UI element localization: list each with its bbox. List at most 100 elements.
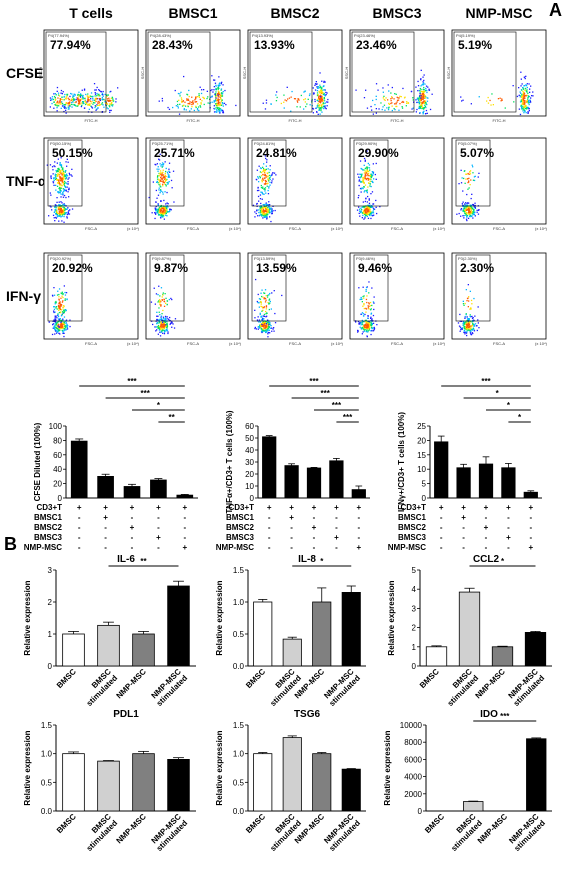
- table-sign: -: [268, 513, 271, 522]
- event-dot: [224, 90, 225, 91]
- y-tick-label: 20: [245, 470, 254, 479]
- event-dot: [523, 85, 524, 86]
- event-dot: [272, 328, 273, 329]
- event-dot: [391, 96, 392, 97]
- event-dot: [75, 105, 76, 106]
- event-dot: [418, 85, 419, 86]
- event-dot: [297, 102, 298, 103]
- event-dot: [105, 94, 106, 95]
- event-dot: [92, 99, 93, 100]
- event-dot: [261, 303, 262, 304]
- event-dot: [372, 175, 373, 176]
- event-dot: [263, 326, 264, 327]
- event-dot: [216, 104, 217, 105]
- event-dot: [262, 171, 263, 172]
- event-dot: [419, 102, 420, 103]
- event-dot: [257, 176, 258, 177]
- event-dot: [322, 92, 323, 93]
- event-dot: [370, 174, 371, 175]
- table-sign: -: [507, 513, 510, 522]
- event-dot: [74, 102, 75, 103]
- event-dot: [361, 328, 362, 329]
- event-dot: [58, 305, 59, 306]
- event-dot: [60, 301, 61, 302]
- event-dot: [408, 102, 409, 103]
- event-dot: [105, 101, 106, 102]
- event-dot: [95, 95, 96, 96]
- event-dot: [258, 178, 259, 179]
- event-dot: [58, 326, 59, 327]
- event-dot: [323, 106, 324, 107]
- event-dot: [68, 212, 69, 213]
- event-dot: [287, 98, 288, 99]
- event-dot: [357, 174, 358, 175]
- event-dot: [162, 167, 163, 168]
- event-dot: [359, 209, 360, 210]
- event-dot: [64, 177, 65, 178]
- event-dot: [384, 105, 385, 106]
- event-dot: [263, 194, 264, 195]
- event-dot: [156, 190, 157, 191]
- event-dot: [55, 204, 56, 205]
- table-sign: +: [506, 503, 511, 512]
- event-dot: [521, 100, 522, 101]
- event-dot: [420, 95, 421, 96]
- event-dot: [521, 90, 522, 91]
- event-dot: [197, 96, 198, 97]
- event-dot: [69, 326, 70, 327]
- bar: [459, 592, 479, 666]
- event-dot: [424, 105, 425, 106]
- event-dot: [159, 295, 160, 296]
- axis-unit: (x 10⁴): [127, 226, 140, 231]
- event-dot: [374, 104, 375, 105]
- y-tick-label: 1.0: [233, 598, 245, 607]
- event-dot: [158, 334, 159, 335]
- event-dot: [61, 173, 62, 174]
- event-dot: [159, 181, 160, 182]
- event-dot: [62, 211, 63, 212]
- table-sign: +: [156, 503, 161, 512]
- event-dot: [460, 216, 461, 217]
- axis-unit: (x 10⁴): [229, 341, 242, 346]
- event-dot: [259, 176, 260, 177]
- event-dot: [427, 113, 428, 114]
- event-dot: [69, 104, 70, 105]
- event-dot: [58, 308, 59, 309]
- event-dot: [161, 332, 162, 333]
- event-dot: [265, 327, 266, 328]
- event-dot: [71, 174, 72, 175]
- event-dot: [62, 293, 63, 294]
- event-dot: [56, 212, 57, 213]
- event-dot: [465, 183, 466, 184]
- event-dot: [362, 306, 363, 307]
- event-dot: [258, 294, 259, 295]
- event-dot: [56, 170, 57, 171]
- event-dot: [419, 97, 420, 98]
- event-dot: [464, 326, 465, 327]
- event-dot: [464, 208, 465, 209]
- event-dot: [167, 333, 168, 334]
- x-tick-label-line: BMSC: [423, 812, 446, 835]
- event-dot: [67, 187, 68, 188]
- event-dot: [463, 305, 464, 306]
- event-dot: [156, 329, 157, 330]
- event-dot: [360, 212, 361, 213]
- x-axis-label: FSC-A: [187, 226, 199, 231]
- event-dot: [305, 101, 306, 102]
- event-dot: [527, 93, 528, 94]
- event-dot: [81, 102, 82, 103]
- event-dot: [212, 102, 213, 103]
- event-dot: [62, 302, 63, 303]
- event-dot: [371, 177, 372, 178]
- x-tick-label: NMP-MSCstimulated: [321, 667, 362, 708]
- event-dot: [368, 308, 369, 309]
- event-dot: [165, 208, 166, 209]
- event-dot: [66, 212, 67, 213]
- event-dot: [254, 216, 255, 217]
- event-dot: [388, 107, 389, 108]
- event-dot: [367, 327, 368, 328]
- event-dot: [214, 80, 215, 81]
- event-dot: [60, 326, 61, 327]
- y-tick-label: 4000: [404, 773, 422, 782]
- x-tick-label: BMSCstimulated: [262, 667, 303, 708]
